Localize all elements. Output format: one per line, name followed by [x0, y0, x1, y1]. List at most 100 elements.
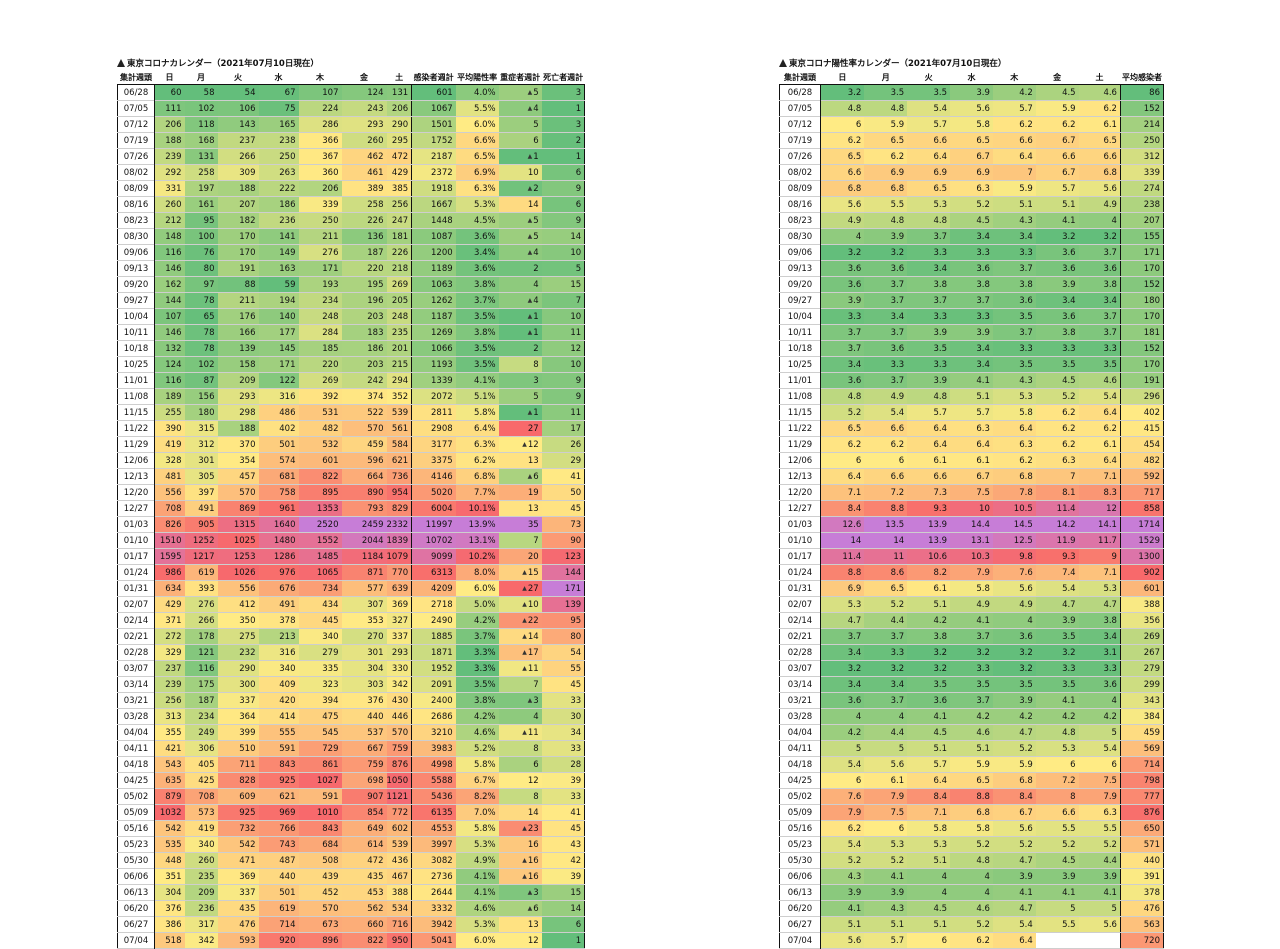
severe-value: 13: [527, 503, 539, 514]
daily-cases-cell: 106: [217, 100, 259, 117]
deaths-cell: 50: [541, 484, 585, 501]
daily-cases-cell: 146: [154, 324, 185, 341]
daily-cases-cell: 102: [184, 100, 218, 117]
daily-rate-cell: 11.7: [1078, 532, 1121, 549]
daily-cases-cell: 635: [154, 772, 185, 789]
severe-value: 20: [527, 551, 539, 562]
table-row: 02/14 371 266 350 378 445 353 327 2490 4.2% ▲22 95: [117, 612, 585, 629]
daily-rate-cell: 4.8: [907, 212, 951, 229]
avg-cases-cell: 440: [1119, 852, 1164, 869]
daily-cases-cell: 1010: [298, 804, 342, 821]
daily-cases-cell: 121: [184, 644, 218, 661]
daily-cases-cell: 854: [341, 804, 387, 821]
cases-header-6: 金: [360, 73, 368, 82]
week-cell: 08/09: [779, 180, 821, 197]
week-cell: 03/28: [779, 708, 821, 725]
week-cell: 11/01: [779, 372, 821, 389]
daily-cases-cell: 895: [298, 484, 342, 501]
table-row: 03/14 239 175 300 409 323 303 342 2091 3.5% 7 45: [117, 676, 585, 693]
daily-rate-cell: 5.4: [820, 756, 865, 773]
daily-cases-cell: 570: [298, 900, 342, 917]
daily-cases-cell: 258: [184, 164, 218, 181]
avg-cases-cell: 876: [1119, 804, 1164, 821]
daily-cases-cell: 255: [154, 404, 185, 421]
avg-cases-cell: 267: [1119, 644, 1164, 661]
weekly-total-cell: 1339: [411, 372, 456, 389]
daily-cases-cell: 759: [341, 756, 387, 773]
daily-cases-cell: 954: [386, 484, 412, 501]
severe-value: 7: [533, 535, 539, 546]
table-row: 03/07 3.2 3.2 3.2 3.3 3.2 3.3 3.3 279: [779, 660, 1164, 677]
severe-cell: ▲3: [498, 884, 542, 901]
daily-cases-cell: 378: [258, 612, 299, 629]
daily-rate-cell: 6.8: [1078, 164, 1121, 181]
week-cell: 04/18: [779, 756, 821, 773]
avg-cases-cell: 601: [1119, 580, 1164, 597]
cases-header-0: 集計週頭: [120, 73, 152, 82]
daily-cases-cell: 300: [217, 676, 259, 693]
daily-cases-cell: 186: [258, 196, 299, 213]
severe-cell: 8: [498, 356, 542, 373]
table-row: 02/21 3.7 3.7 3.8 3.7 3.6 3.5 3.4 269: [779, 628, 1164, 645]
daily-rate-cell: 3.7: [907, 228, 951, 245]
severe-cell: 20: [498, 548, 542, 565]
daily-cases-cell: 446: [386, 708, 412, 725]
severe-value: 4: [533, 103, 539, 114]
deaths-cell: 10: [541, 308, 585, 325]
daily-rate-cell: 6.8: [992, 772, 1036, 789]
daily-rate-cell: 4.1: [1035, 212, 1079, 229]
daily-cases-cell: 330: [386, 660, 412, 677]
daily-cases-cell: 118: [184, 116, 218, 133]
daily-cases-cell: 353: [341, 612, 387, 629]
week-cell: 02/28: [117, 644, 155, 661]
daily-rate-cell: 3.2: [907, 660, 951, 677]
daily-rate-cell: 3.7: [864, 372, 908, 389]
daily-rate-cell: 4: [820, 708, 865, 725]
week-cell: 05/02: [779, 788, 821, 805]
table-row: 06/06 351 235 369 440 439 435 467 2736 4.1% ▲16 39: [117, 868, 585, 885]
daily-rate-cell: 14.4: [950, 516, 993, 533]
daily-rate-cell: 4.8: [1035, 724, 1079, 741]
positivity-rate-cell: 3.8%: [455, 276, 499, 293]
deaths-cell: 3: [541, 116, 585, 133]
weekly-total-cell: 3997: [411, 836, 456, 853]
daily-rate-cell: 3.5: [1078, 356, 1121, 373]
daily-cases-cell: 116: [184, 660, 218, 677]
daily-cases-cell: 436: [386, 852, 412, 869]
positivity-rate-cell: 5.3%: [455, 916, 499, 933]
daily-cases-cell: 176: [217, 308, 259, 325]
daily-rate-cell: 11: [864, 548, 908, 565]
daily-cases-cell: 369: [217, 868, 259, 885]
daily-rate-cell: 6.7: [992, 804, 1036, 821]
daily-rate-cell: 3.5: [992, 676, 1036, 693]
daily-cases-cell: 116: [154, 372, 185, 389]
table-row: 05/23 535 340 542 743 684 614 539 3997 5.3% 16 43: [117, 836, 585, 853]
table-row: 02/21 272 178 275 213 340 270 337 1885 3.7% ▲14 80: [117, 628, 585, 645]
daily-cases-cell: 621: [258, 788, 299, 805]
daily-rate-cell: 3.4: [907, 260, 951, 277]
daily-rate-cell: 4.9: [950, 596, 993, 613]
daily-rate-cell: 6.2: [950, 932, 993, 949]
daily-cases-cell: 132: [154, 340, 185, 357]
avg-cases-cell: 391: [1119, 868, 1164, 885]
daily-cases-cell: 574: [258, 452, 299, 469]
daily-cases-cell: 329: [154, 644, 185, 661]
daily-cases-cell: 163: [258, 260, 299, 277]
daily-rate-cell: 8.8: [864, 500, 908, 517]
daily-cases-cell: 107: [154, 308, 185, 325]
daily-rate-cell: 3.3: [907, 308, 951, 325]
severe-cell: ▲1: [498, 308, 542, 325]
daily-cases-cell: 920: [258, 932, 299, 949]
deaths-cell: 33: [541, 740, 585, 757]
daily-cases-cell: 309: [217, 164, 259, 181]
daily-rate-cell: 3.2: [992, 660, 1036, 677]
daily-cases-cell: 304: [341, 660, 387, 677]
daily-rate-cell: 3.3: [950, 660, 993, 677]
severe-cell: 6: [498, 756, 542, 773]
daily-cases-cell: 168: [184, 132, 218, 149]
daily-rate-cell: 3.2: [1035, 228, 1079, 245]
table-row: 07/04 518 342 593 920 896 822 950 5041 6.0% 12 1: [117, 932, 585, 949]
severe-value: 3: [533, 375, 539, 386]
daily-rate-cell: 3.3: [1035, 660, 1079, 677]
daily-rate-cell: 3.2: [1078, 228, 1121, 245]
